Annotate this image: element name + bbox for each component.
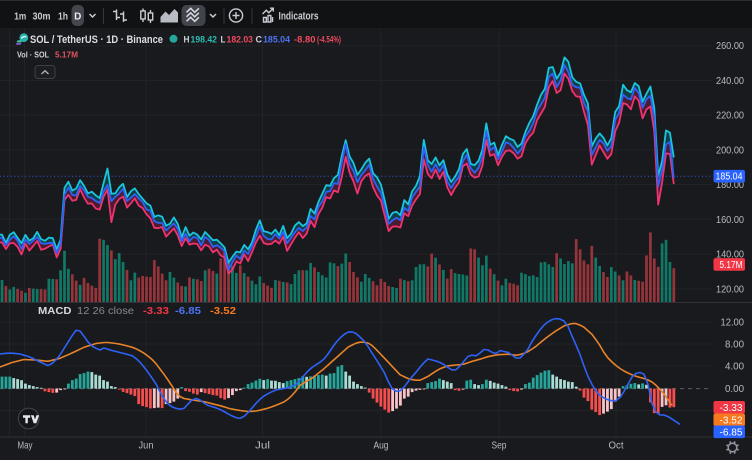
svg-text:-3.33: -3.33 bbox=[720, 403, 743, 414]
svg-text:140.00: 140.00 bbox=[716, 250, 744, 261]
svg-text:4.00: 4.00 bbox=[725, 362, 744, 373]
svg-text:Indicators: Indicators bbox=[279, 11, 319, 23]
svg-text:Oct: Oct bbox=[609, 441, 624, 452]
svg-text:MACD: MACD bbox=[38, 306, 72, 317]
svg-text:-6.85: -6.85 bbox=[175, 306, 201, 317]
svg-text:160.00: 160.00 bbox=[716, 215, 744, 226]
svg-text:(-4.54%): (-4.54%) bbox=[317, 35, 341, 46]
svg-text:Jun: Jun bbox=[139, 441, 154, 452]
svg-text:D: D bbox=[74, 12, 81, 23]
svg-text:May: May bbox=[18, 441, 33, 452]
svg-text:198.42: 198.42 bbox=[191, 35, 218, 46]
svg-text:5.17M: 5.17M bbox=[720, 260, 743, 271]
svg-text:H: H bbox=[184, 35, 190, 46]
svg-text:-8.80: -8.80 bbox=[294, 35, 316, 46]
svg-text:260.00: 260.00 bbox=[716, 41, 744, 52]
svg-text:200.00: 200.00 bbox=[716, 145, 744, 156]
svg-text:120.00: 120.00 bbox=[716, 284, 744, 295]
svg-text:0.00: 0.00 bbox=[725, 384, 744, 395]
svg-text:12.00: 12.00 bbox=[721, 318, 745, 329]
svg-text:Aug: Aug bbox=[374, 441, 389, 452]
svg-text:-3.52: -3.52 bbox=[720, 415, 743, 426]
svg-text:Sep: Sep bbox=[492, 441, 507, 452]
svg-text:5.17M: 5.17M bbox=[55, 50, 78, 60]
svg-text:Jul: Jul bbox=[255, 441, 270, 452]
svg-text:-3.52: -3.52 bbox=[210, 306, 236, 317]
svg-text:SOL / TetherUS · 1D · Binance: SOL / TetherUS · 1D · Binance bbox=[30, 34, 163, 46]
svg-text:1h: 1h bbox=[58, 12, 68, 23]
svg-text:1m: 1m bbox=[14, 12, 26, 23]
svg-text:182.03: 182.03 bbox=[227, 35, 254, 46]
svg-text:12 26 close: 12 26 close bbox=[77, 306, 134, 317]
svg-text:185.04: 185.04 bbox=[263, 35, 291, 46]
svg-text:220.00: 220.00 bbox=[716, 111, 744, 122]
svg-text:240.00: 240.00 bbox=[716, 76, 744, 87]
svg-text:30m: 30m bbox=[33, 12, 51, 23]
svg-text:C: C bbox=[256, 35, 263, 46]
svg-text:180.00: 180.00 bbox=[716, 180, 744, 191]
svg-text:Vol · SOL: Vol · SOL bbox=[17, 50, 49, 60]
svg-text:-3.33: -3.33 bbox=[143, 306, 169, 317]
svg-text:185.04: 185.04 bbox=[716, 172, 743, 183]
svg-text:-6.85: -6.85 bbox=[720, 427, 743, 438]
svg-text:L: L bbox=[221, 35, 226, 46]
svg-text:8.00: 8.00 bbox=[725, 340, 744, 351]
